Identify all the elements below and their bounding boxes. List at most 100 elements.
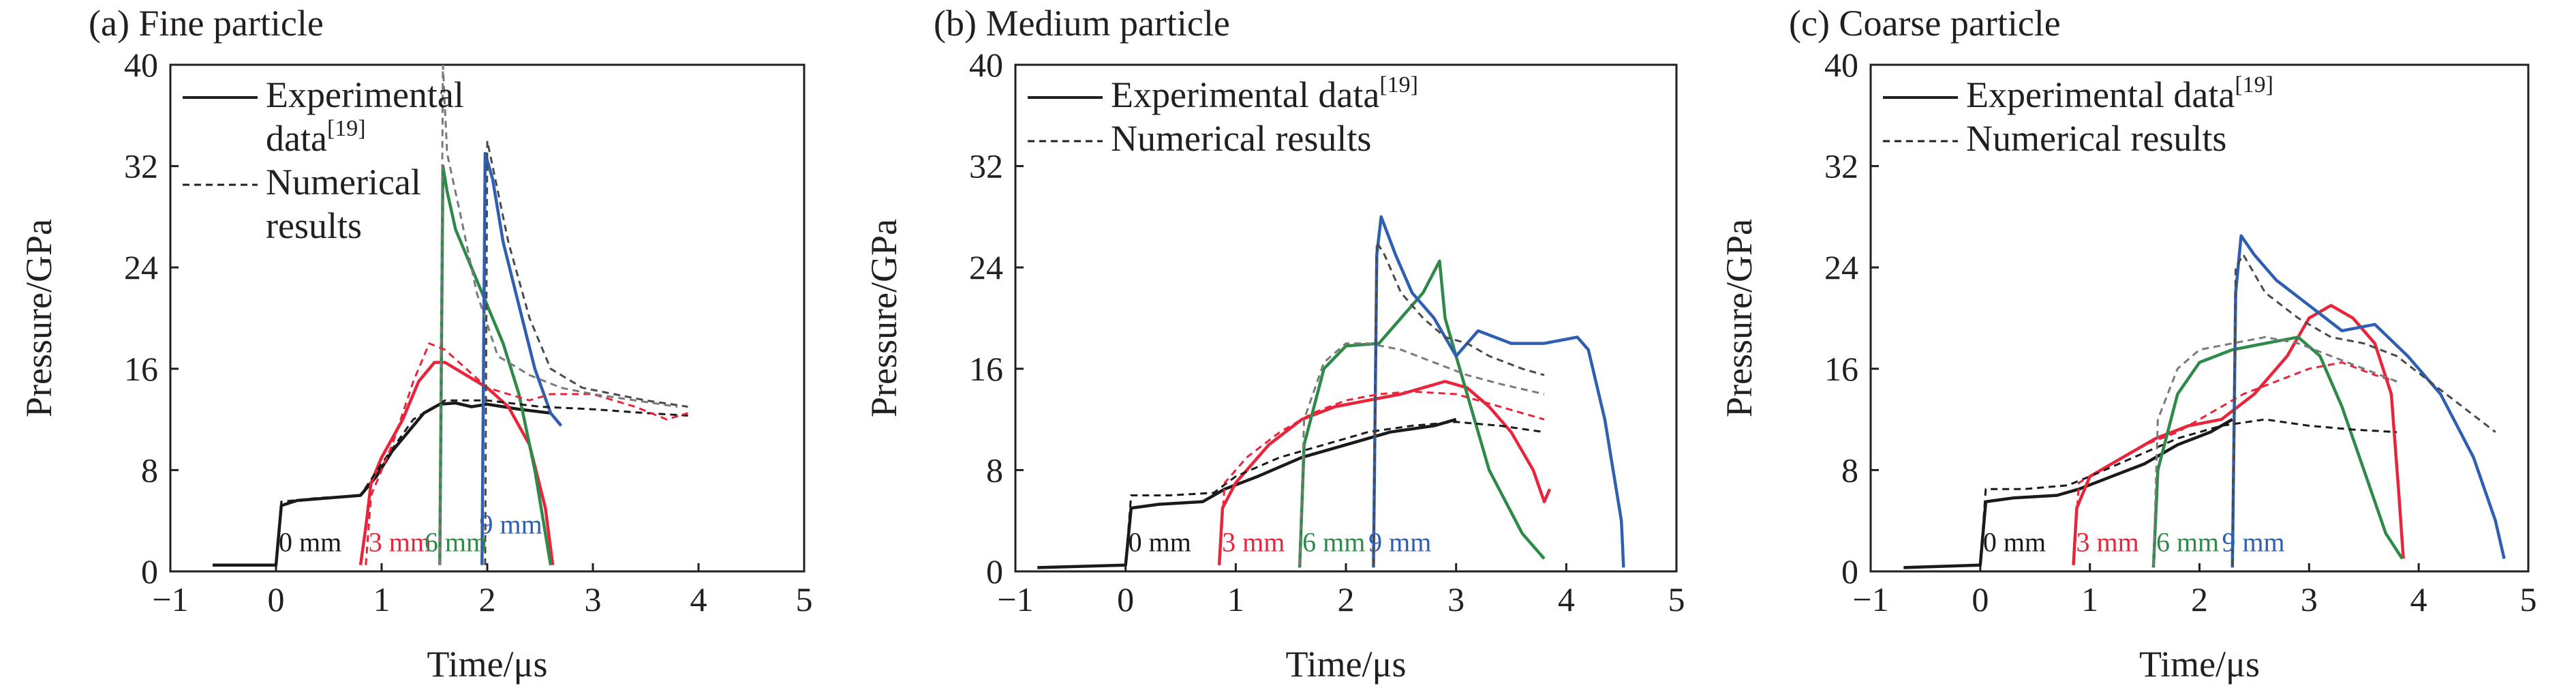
position-label: 3 mm [369,526,431,557]
y-axis-label: Pressure/GPa [18,219,59,417]
series-line-3mm-experimental [1217,380,1552,565]
x-tick-label: 4 [2410,580,2427,618]
x-tick-label: 4 [1558,580,1575,618]
y-tick-label: 32 [969,147,1003,185]
x-tick-label: 0 [1972,580,1989,618]
chart-panel-1: (b) Medium particle−1 0 1 2 3 4 50816243240Tim… [863,3,1685,685]
position-label: 9 mm [2222,526,2284,557]
legend-citation: [19] [327,116,366,141]
panel-title: (b) Medium particle [934,3,1230,44]
y-tick-label: 0 [1841,552,1858,590]
panel-title: (a) Fine particle [89,3,324,44]
y-tick-label: 40 [1824,46,1858,84]
x-tick-label: 2 [1338,580,1355,618]
legend-entry-text: Experimental [266,74,464,115]
y-tick-label: 8 [141,451,158,489]
x-tick-label: 1 [2081,580,2098,618]
x-axis-label: Time/μs [427,644,547,685]
position-label: 3 mm [1222,526,1285,557]
y-axis-label: Pressure/GPa [863,219,904,417]
legend: Experimental data[19]Numerical results [1883,72,2273,159]
legend-entry-text: Numerical [266,162,421,203]
position-label: 6 mm [2156,526,2219,557]
x-tick-label: −1 [152,580,188,618]
y-tick-label: 24 [124,248,158,286]
y-tick-label: 8 [1841,451,1858,489]
series-line-6mm-experimental [438,164,553,566]
x-tick-label: 5 [1668,580,1685,618]
y-tick-label: 16 [969,350,1003,388]
position-label: 9 mm [1368,526,1431,557]
legend-citation: [19] [2235,72,2273,98]
legend-entry-text: Numerical results [1966,118,2226,159]
y-tick-label: 40 [969,46,1003,84]
series-group [1037,215,1625,569]
x-tick-label: −1 [997,580,1033,618]
legend-entry: results [266,205,362,246]
legend-entry-text: Numerical results [1111,118,1371,159]
x-tick-label: 4 [690,580,707,618]
y-tick-label: 24 [969,248,1003,286]
legend-entry-text: results [266,205,362,246]
legend-entry-text: data [266,118,327,159]
x-axis-label: Time/μs [1285,644,1406,685]
position-label: 0 mm [279,526,341,557]
x-tick-label: 1 [373,580,390,618]
y-tick-label: 0 [141,552,158,590]
x-tick-label: 2 [2191,580,2208,618]
legend-entry: Numerical results [1111,118,1371,159]
series-line-0mm-numerical [275,399,688,565]
series-line-6mm-experimental [1298,259,1546,568]
y-axis-label: Pressure/GPa [1719,219,1760,417]
x-tick-label: 3 [1447,580,1465,618]
series-line-9mm-experimental [480,151,563,565]
legend-citation: [19] [1379,72,1418,98]
position-label: 0 mm [1983,526,2046,557]
y-tick-label: 40 [124,46,158,84]
x-axis-label: Time/μs [2139,644,2260,685]
series-line-9mm-numerical [1372,241,1545,565]
x-tick-label: 3 [2301,580,2318,618]
y-tick-label: 0 [986,552,1003,590]
legend-entry: Experimental [266,74,464,115]
legend-entry: Experimental data[19] [1966,72,2273,115]
y-tick-label: 16 [124,350,158,388]
y-tick-label: 16 [1824,350,1858,388]
chart-panel-0: (a) Fine particle−1 0 1 2 3 4 50816243240Time/… [18,3,813,685]
series-line-9mm-numerical [2231,254,2496,565]
panel-title: (c) Coarse particle [1789,3,2061,44]
series-line-6mm-experimental [2151,335,2404,568]
legend: Experimental data[19] Numerical results [1028,72,1418,159]
series-line-9mm-experimental [1372,215,1625,568]
legend-entry: Numerical [266,162,421,203]
position-label: 9 mm [480,509,542,539]
position-label: 6 mm [1302,526,1365,557]
x-tick-label: 1 [1227,580,1244,618]
series-line-6mm-numerical [2152,335,2397,565]
legend-entry: data[19] [266,116,366,159]
y-tick-label: 8 [986,451,1003,489]
series-line-3mm-experimental [2072,303,2405,565]
x-tick-label: 2 [479,580,496,618]
series-group [213,65,688,567]
series-group [1903,234,2506,569]
chart-panel-2: (c) Coarse particle−1 0 1 2 3 4 50816243240Tim… [1719,3,2537,685]
x-tick-label: 3 [585,580,602,618]
series-line-6mm-numerical [438,65,678,565]
legend-entry-text: Experimental data [1966,74,2235,115]
legend-entry: Numerical results [1966,118,2226,159]
x-tick-label: 0 [1117,580,1134,618]
position-label: 6 mm [425,526,487,557]
legend-entry-text: Experimental data [1111,74,1379,115]
position-label: 3 mm [2076,526,2139,557]
x-tick-label: 5 [2520,580,2537,618]
series-line-9mm-experimental [2230,234,2506,568]
x-tick-label: 5 [796,580,813,618]
x-tick-label: 0 [268,580,285,618]
position-label: 0 mm [1129,526,1191,557]
series-line-6mm-numerical [1298,342,1545,565]
series-line-9mm-numerical [484,140,688,565]
series-line-0mm-experimental [213,401,551,567]
